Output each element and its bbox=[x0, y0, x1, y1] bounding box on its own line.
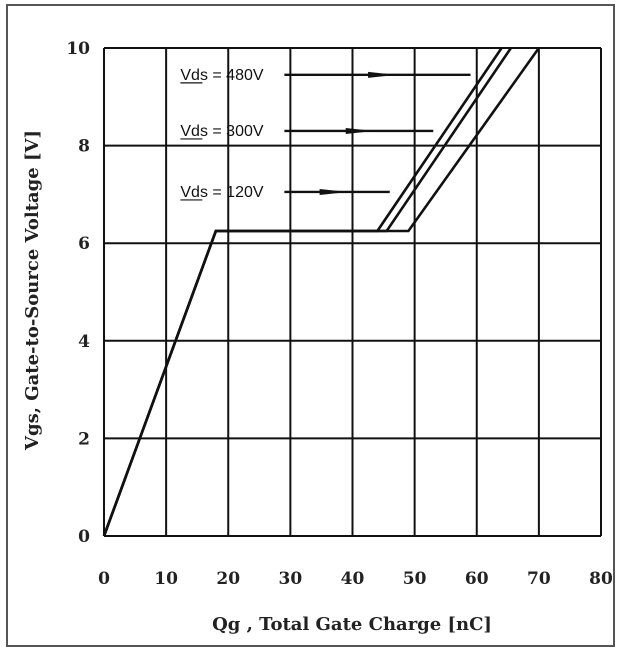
annotations: Vds = 480V Vds = 300V Vds = 120V bbox=[180, 67, 471, 201]
series-line-2 bbox=[102, 47, 512, 537]
x-axis-label: Qg , Total Gate Charge [nC] bbox=[212, 614, 492, 635]
annotation-label: Vds = 480V bbox=[180, 67, 264, 84]
x-tick-labels: 0 10 20 30 40 50 60 70 80 bbox=[98, 569, 613, 589]
series-line-1 bbox=[102, 47, 503, 537]
annotation-label: Vds = 120V bbox=[180, 184, 264, 201]
x-tick-label: 20 bbox=[216, 569, 240, 589]
x-tick-label: 70 bbox=[527, 569, 551, 589]
y-tick-label: 8 bbox=[78, 137, 90, 157]
x-tick-label: 60 bbox=[465, 569, 489, 589]
annotation-arrow-head bbox=[319, 188, 348, 195]
y-tick-labels: 0 2 4 6 8 10 bbox=[66, 39, 90, 547]
series-line-3 bbox=[102, 47, 540, 537]
x-tick-label: 50 bbox=[403, 569, 427, 589]
series-lines bbox=[102, 47, 540, 537]
annotation-arrow-head bbox=[345, 127, 374, 134]
y-tick-label: 2 bbox=[78, 429, 90, 449]
annotation-arrow-head bbox=[368, 71, 397, 78]
x-tick-label: 80 bbox=[589, 569, 613, 589]
x-tick-label: 10 bbox=[154, 569, 178, 589]
chart-frame bbox=[6, 4, 615, 647]
grid bbox=[103, 47, 602, 537]
x-tick-label: 0 bbox=[98, 569, 110, 589]
y-axis-label: Vgs, Gate-to-Source Voltage [V] bbox=[22, 130, 43, 451]
x-tick-label: 30 bbox=[279, 569, 303, 589]
annotation-label: Vds = 300V bbox=[180, 123, 264, 140]
y-tick-label: 4 bbox=[78, 332, 90, 352]
x-tick-label: 40 bbox=[341, 569, 365, 589]
y-tick-label: 6 bbox=[78, 234, 90, 254]
y-tick-label: 0 bbox=[78, 527, 90, 547]
y-tick-label: 10 bbox=[66, 39, 90, 59]
